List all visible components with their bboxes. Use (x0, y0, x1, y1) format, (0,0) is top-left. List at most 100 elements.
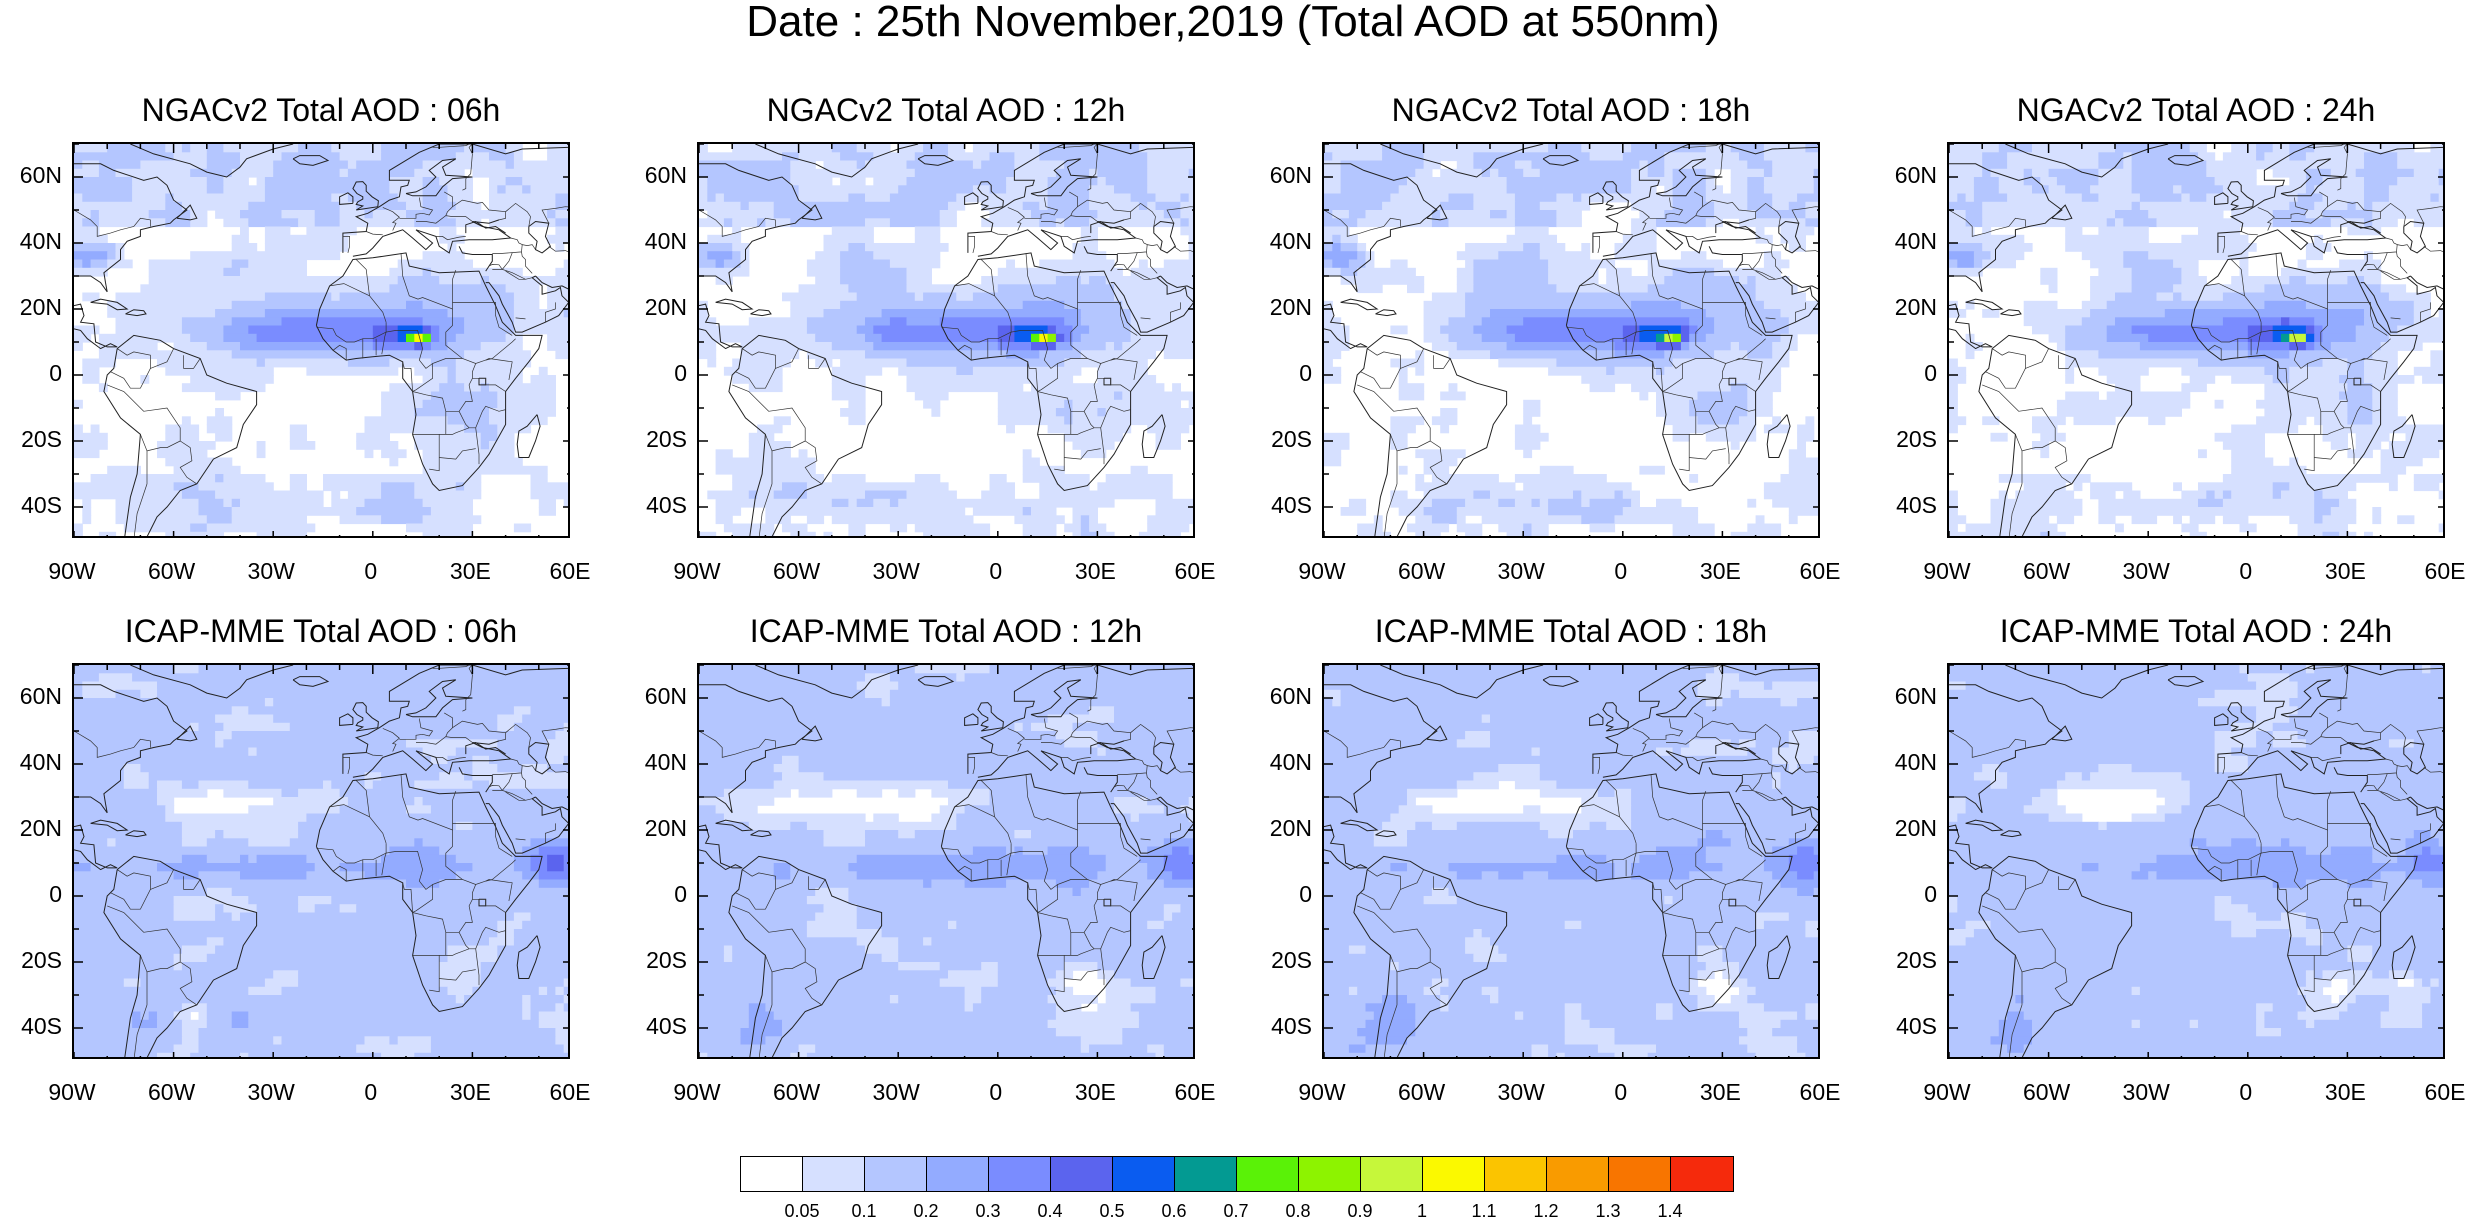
lat-tick-label: 20N (1894, 815, 1937, 841)
lon-tick-label: 60E (549, 558, 591, 584)
lon-tick-label: 90W (1923, 558, 1971, 584)
lon-tick-label: 30W (247, 1079, 295, 1105)
lon-tick-label: 30W (247, 558, 295, 584)
lat-tick-label: 20S (1896, 426, 1937, 452)
lon-tick-label: 30E (1074, 1079, 1116, 1105)
colorbar-label: 0.5 (1099, 1201, 1125, 1221)
lon-tick-label: 30E (449, 558, 491, 584)
aod-raster (699, 144, 1193, 536)
map-plot (697, 142, 1195, 538)
colorbar-label: 0.1 (851, 1201, 877, 1221)
lat-tick-label: 20N (1269, 294, 1312, 320)
colorbar-swatch (802, 1156, 866, 1192)
coastlines (74, 665, 568, 1057)
lat-tick-label: 20S (646, 426, 687, 452)
lat-tick-label: 40S (1896, 492, 1937, 518)
lon-tick-label: 90W (48, 558, 96, 584)
lat-tick-label: 0 (674, 360, 687, 386)
axis-ticks (699, 665, 1193, 1057)
axis-ticks (1324, 144, 1818, 536)
country-borders (1949, 665, 2443, 1057)
lon-tick-label: 30W (1497, 558, 1545, 584)
lat-tick-label: 40S (1896, 1013, 1937, 1039)
lat-tick-label: 20N (1269, 815, 1312, 841)
lon-tick-label: 90W (673, 1079, 721, 1105)
lat-tick-label: 40N (1894, 749, 1937, 775)
map-plot (72, 663, 570, 1059)
lat-tick-label: 40N (1894, 228, 1937, 254)
colorbar-label: 0.8 (1285, 1201, 1311, 1221)
lon-tick-label: 60W (772, 1079, 821, 1105)
lon-tick-label: 60E (1174, 558, 1216, 584)
lat-tick-label: 0 (1299, 360, 1312, 386)
colorbar-label: 1.1 (1471, 1201, 1497, 1221)
figure-title: Date : 25th November,2019 (Total AOD at … (746, 0, 1720, 46)
lat-tick-label: 20S (1271, 426, 1312, 452)
lon-tick-label: 30E (2324, 1079, 2366, 1105)
aod-field (74, 665, 568, 1057)
country-borders (74, 665, 568, 1057)
panel-title: ICAP-MME Total AOD : 18h (1374, 613, 1768, 649)
lat-tick-label: 60N (1894, 162, 1937, 188)
axis-ticks (699, 144, 1193, 536)
coastlines (699, 144, 1193, 536)
aod-raster (1324, 665, 1818, 1057)
lon-tick-label: 60W (147, 558, 196, 584)
country-borders (699, 665, 1193, 1057)
axis-ticks (1949, 144, 2443, 536)
lon-tick-label: 90W (48, 1079, 96, 1105)
colorbar-label: 1.2 (1533, 1201, 1559, 1221)
aod-field (1949, 665, 2443, 1057)
country-borders (74, 144, 568, 536)
lon-tick-label: 30W (1497, 1079, 1545, 1105)
lat-tick-label: 40N (644, 228, 687, 254)
lat-tick-label: 20S (21, 426, 62, 452)
lon-tick-label: 30E (449, 1079, 491, 1105)
lat-tick-label: 60N (644, 683, 687, 709)
colorbar-label: 0.05 (784, 1201, 820, 1221)
lat-tick-label: 0 (1924, 881, 1937, 907)
lon-tick-label: 60W (1397, 1079, 1446, 1105)
lat-tick-label: 20S (21, 947, 62, 973)
map-plot (697, 663, 1195, 1059)
lat-tick-label: 0 (49, 881, 62, 907)
country-borders (1949, 144, 2443, 536)
lat-tick-label: 60N (1269, 683, 1312, 709)
aod-raster (699, 665, 1193, 1057)
map-plot (1322, 142, 1820, 538)
lat-tick-label: 40N (644, 749, 687, 775)
aod-field (699, 665, 1193, 1057)
lon-tick-label: 0 (2239, 558, 2253, 584)
lat-tick-label: 60N (19, 162, 62, 188)
aod-field (74, 144, 568, 536)
colorbar-label: 1.4 (1657, 1201, 1683, 1221)
lon-tick-label: 60W (2022, 1079, 2071, 1105)
colorbar-swatch (926, 1156, 990, 1192)
lon-tick-label: 60E (1799, 558, 1841, 584)
colorbar-swatch (1670, 1156, 1734, 1192)
lon-tick-label: 90W (1923, 1079, 1971, 1105)
lon-tick-label: 0 (2239, 1079, 2253, 1105)
colorbar-swatch (1422, 1156, 1486, 1192)
colorbar-label: 0.9 (1347, 1201, 1373, 1221)
panel-title: NGACv2 Total AOD : 06h (141, 92, 501, 128)
colorbar-swatch (1546, 1156, 1610, 1192)
lat-tick-label: 60N (19, 683, 62, 709)
panel-title: NGACv2 Total AOD : 18h (1391, 92, 1751, 128)
lat-tick-label: 20N (19, 294, 62, 320)
axis-ticks (74, 144, 568, 536)
colorbar-label: 0.7 (1223, 1201, 1249, 1221)
lon-tick-label: 60E (549, 1079, 591, 1105)
lon-tick-label: 60W (1397, 558, 1446, 584)
aod-raster (1949, 665, 2443, 1057)
panel-title: ICAP-MME Total AOD : 12h (749, 613, 1143, 649)
lon-tick-label: 0 (364, 1079, 378, 1105)
lat-tick-label: 0 (1299, 881, 1312, 907)
lat-tick-label: 40S (646, 1013, 687, 1039)
lat-tick-label: 60N (644, 162, 687, 188)
axis-ticks (1324, 665, 1818, 1057)
colorbar-swatch (1298, 1156, 1362, 1192)
panel-title: ICAP-MME Total AOD : 24h (1999, 613, 2393, 649)
colorbar-label: 0.2 (913, 1201, 939, 1221)
aod-field (1324, 144, 1818, 536)
